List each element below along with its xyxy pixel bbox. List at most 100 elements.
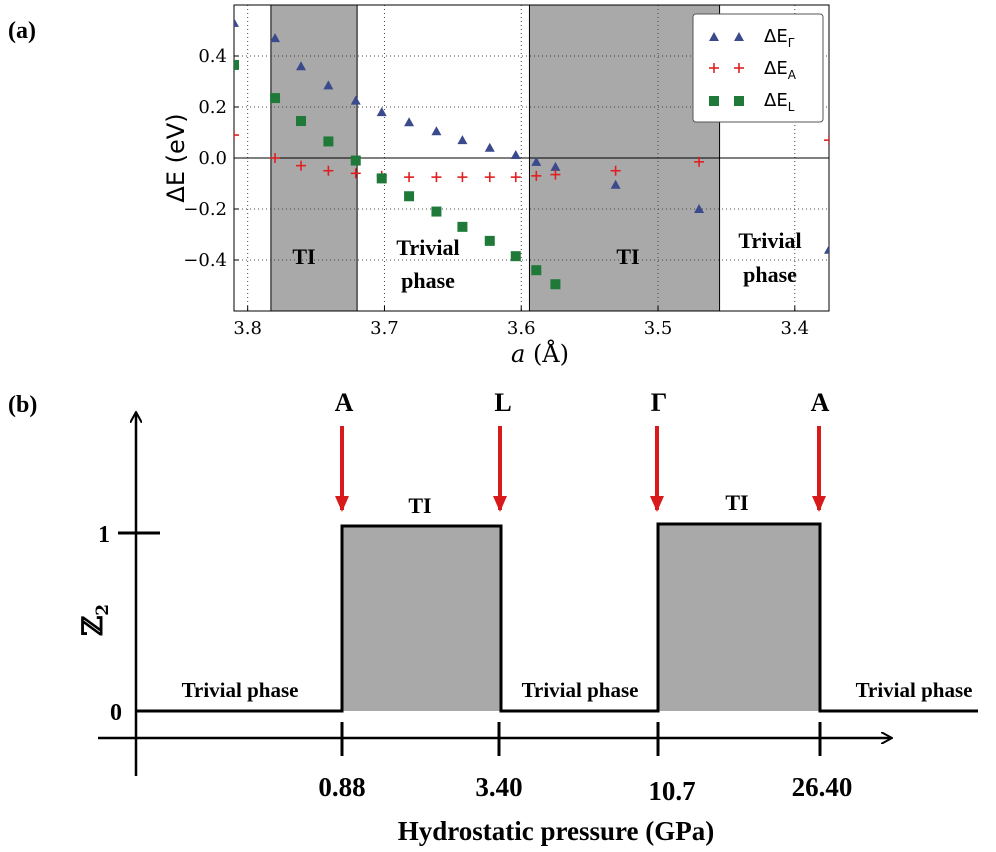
- x-axis-label-var: a: [511, 340, 525, 368]
- x-tick-label-2: 3.7: [370, 318, 399, 339]
- y-tick-label-4: 0.2: [198, 97, 227, 118]
- region-label-trivial-2-line1: Trivial: [738, 228, 801, 253]
- data-point-l-4: [323, 136, 334, 147]
- legend-marker-gamma-2: [734, 32, 744, 41]
- region-label-ti-2: TI: [616, 244, 639, 269]
- data-point-a-7: [404, 172, 415, 183]
- data-point-gamma-11: [510, 149, 521, 159]
- x-tick-label-1: 3.8: [233, 318, 262, 339]
- phase-label-3: Trivial phase: [856, 678, 973, 702]
- data-point-gamma-5: [350, 95, 361, 105]
- data-point-gamma-12: [531, 156, 542, 166]
- x-tick-label-3: 10.7: [648, 776, 695, 806]
- x-tick-label-2: 3.40: [475, 772, 522, 802]
- data-point-gamma-9: [457, 135, 468, 145]
- tick-marks: [234, 55, 796, 311]
- data-point-a-8: [431, 172, 442, 183]
- y-axis-label: ΔE (eV): [162, 113, 190, 202]
- phase-label-2: Trivial phase: [522, 678, 639, 702]
- legend-label-l: ΔEL: [764, 90, 795, 114]
- data-point-gamma-16: [824, 244, 829, 254]
- series-group: [234, 17, 829, 290]
- data-point-a-9: [457, 172, 468, 183]
- data-point-gamma-6: [376, 107, 387, 117]
- arrow-label-2: L: [494, 388, 511, 417]
- legend-box: [692, 13, 824, 123]
- data-point-gamma-15: [694, 204, 705, 213]
- panel-b-label: (b): [8, 392, 37, 418]
- phase-label-1: Trivial phase: [182, 678, 299, 702]
- y-tick-label-0: 0: [110, 700, 122, 726]
- arrow-label-4: A: [811, 388, 830, 417]
- data-point-l-3: [296, 116, 307, 127]
- legend-marker-a-1: [709, 63, 719, 73]
- ti-box-2: [658, 524, 820, 711]
- data-point-l-9: [457, 221, 468, 232]
- x-tick-label-4: 26.40: [792, 772, 853, 802]
- x-tick-label-5: 3.4: [780, 318, 809, 339]
- plot-b: 0 1 ℤ2 0.88 3.40 10.7 26.40 Hydrostatic …: [76, 388, 978, 846]
- data-point-a-3: [296, 160, 307, 171]
- data-series: [234, 17, 829, 290]
- panel-a-label: (a): [8, 18, 36, 44]
- ti-label-2: TI: [725, 490, 748, 515]
- data-point-a-15: [694, 156, 705, 167]
- legend-label-gamma: ΔEΓ: [764, 26, 795, 50]
- x-tick-label-1: 0.88: [318, 772, 365, 802]
- x-axis-label: a (Å): [511, 339, 569, 368]
- data-point-gamma-7: [404, 117, 415, 127]
- x-tick-labels: 3.8 3.7 3.6 3.5 3.4: [233, 318, 809, 339]
- data-point-gamma-13: [550, 161, 561, 171]
- y-tick-label-1: 1: [98, 522, 110, 548]
- ti-box-1: [342, 526, 501, 711]
- y-tick-label-5: 0.4: [198, 46, 227, 67]
- data-point-l-2: [270, 93, 281, 104]
- data-point-gamma-4: [323, 80, 334, 90]
- data-point-l-12: [531, 265, 542, 276]
- z2-step-line: [136, 522, 978, 713]
- legend-label-a: ΔEA: [764, 58, 797, 82]
- data-point-l-7: [404, 191, 415, 202]
- legend: ΔEΓ ΔEA ΔEL: [692, 13, 824, 123]
- data-point-l-11: [510, 251, 521, 262]
- y-tick-labels: −0.4 −0.2 0.0 0.2 0.4: [183, 46, 227, 271]
- data-point-a-16: [824, 135, 829, 146]
- data-point-a-10: [484, 172, 495, 183]
- legend-marker-l-2: [734, 96, 744, 106]
- data-point-a-2: [270, 153, 281, 163]
- arrow-label-3: Γ: [651, 388, 668, 417]
- data-point-l-5: [350, 155, 361, 166]
- data-point-l-10: [484, 235, 495, 246]
- data-point-gamma-2: [270, 33, 281, 43]
- data-point-a-1: [234, 130, 239, 141]
- ti-label-1: TI: [408, 493, 431, 518]
- legend-marker-gamma-1: [709, 32, 719, 41]
- data-point-a-5: [350, 168, 361, 179]
- region-label-trivial-1-line2: phase: [401, 268, 455, 293]
- data-point-l-6: [376, 173, 387, 184]
- data-point-l-1: [234, 59, 239, 70]
- y-tick-label-3: 0.0: [198, 148, 227, 169]
- data-point-gamma-10: [484, 142, 495, 152]
- y-tick-label-1: −0.4: [183, 250, 227, 271]
- region-label-trivial-1-line1: Trivial: [396, 235, 459, 260]
- data-point-gamma-8: [431, 126, 442, 136]
- plot-a: 3.8 3.7 3.6 3.5 3.4 −0.4−0.20.00.20.4 a (Å) …: [162, 4, 830, 368]
- data-point-gamma-3: [296, 61, 307, 71]
- region-label-ti-1: TI: [292, 244, 315, 269]
- x-axis-label: Hydrostatic pressure (GPa): [398, 816, 714, 846]
- data-point-a-11: [510, 172, 521, 183]
- y-tick-label-2: −0.2: [183, 199, 227, 220]
- region-label-trivial-2-line2: phase: [743, 262, 797, 287]
- x-tick-label-3: 3.6: [507, 318, 536, 339]
- legend-marker-a-2: [734, 63, 744, 73]
- data-point-gamma-1: [234, 17, 239, 27]
- data-point-a-4: [323, 165, 334, 176]
- legend-marker-l-1: [709, 96, 719, 106]
- x-axis-label-unit: (Å): [525, 339, 569, 368]
- data-point-gamma-14: [610, 179, 621, 189]
- data-point-a-12: [531, 170, 542, 181]
- x-tick-label-4: 3.5: [644, 318, 673, 339]
- data-point-a-13: [550, 169, 561, 180]
